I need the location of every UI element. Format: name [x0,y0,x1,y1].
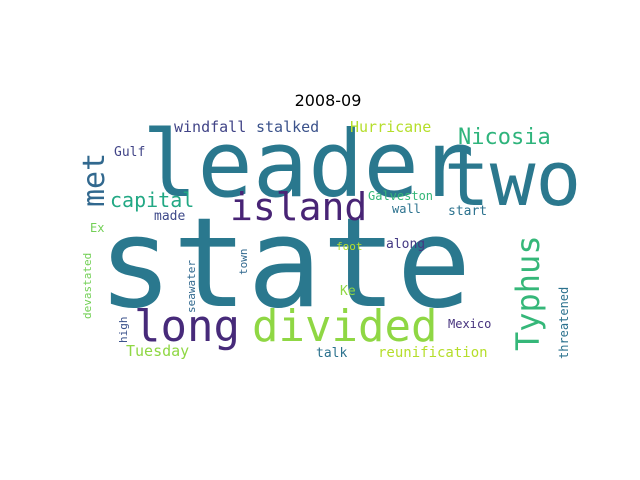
word-talk: talk [316,346,348,361]
word-high: high [117,316,130,344]
word-cloud: state leader two divided long island Typ… [77,111,581,365]
word-typhus: Typhus [509,235,547,351]
word-ex: Ex [90,221,105,235]
word-town: town [237,248,250,276]
word-divided: divided [252,301,438,352]
word-ke: Ke [340,284,356,299]
word-galveston: Galveston [368,189,434,203]
word-capital: capital [110,188,195,212]
word-along: along [386,237,426,252]
word-threatened: threatened [557,286,571,359]
word-windfall: windfall [174,118,247,136]
word-stalked: stalked [256,118,320,136]
word-foot: foot [336,240,363,253]
word-gulf: Gulf [114,145,146,160]
chart-title: 2008-09 [294,91,362,110]
word-met: met [77,152,112,207]
word-mexico: Mexico [448,317,492,331]
word-nicosia: Nicosia [458,125,551,150]
word-two: two [444,134,582,223]
word-long: long [134,301,240,352]
word-leader: leader [142,111,475,218]
word-hurricane: Hurricane [350,118,432,136]
word-island: island [230,185,368,229]
word-reunification: reunification [378,345,488,361]
word-wall: wall [392,202,421,216]
word-devastated: devastated [81,252,94,319]
word-made: made [154,209,186,224]
word-state: state [98,192,472,336]
word-start: start [448,204,488,219]
word-seawater: seawater [185,260,198,313]
word-tuesday: Tuesday [126,342,190,360]
